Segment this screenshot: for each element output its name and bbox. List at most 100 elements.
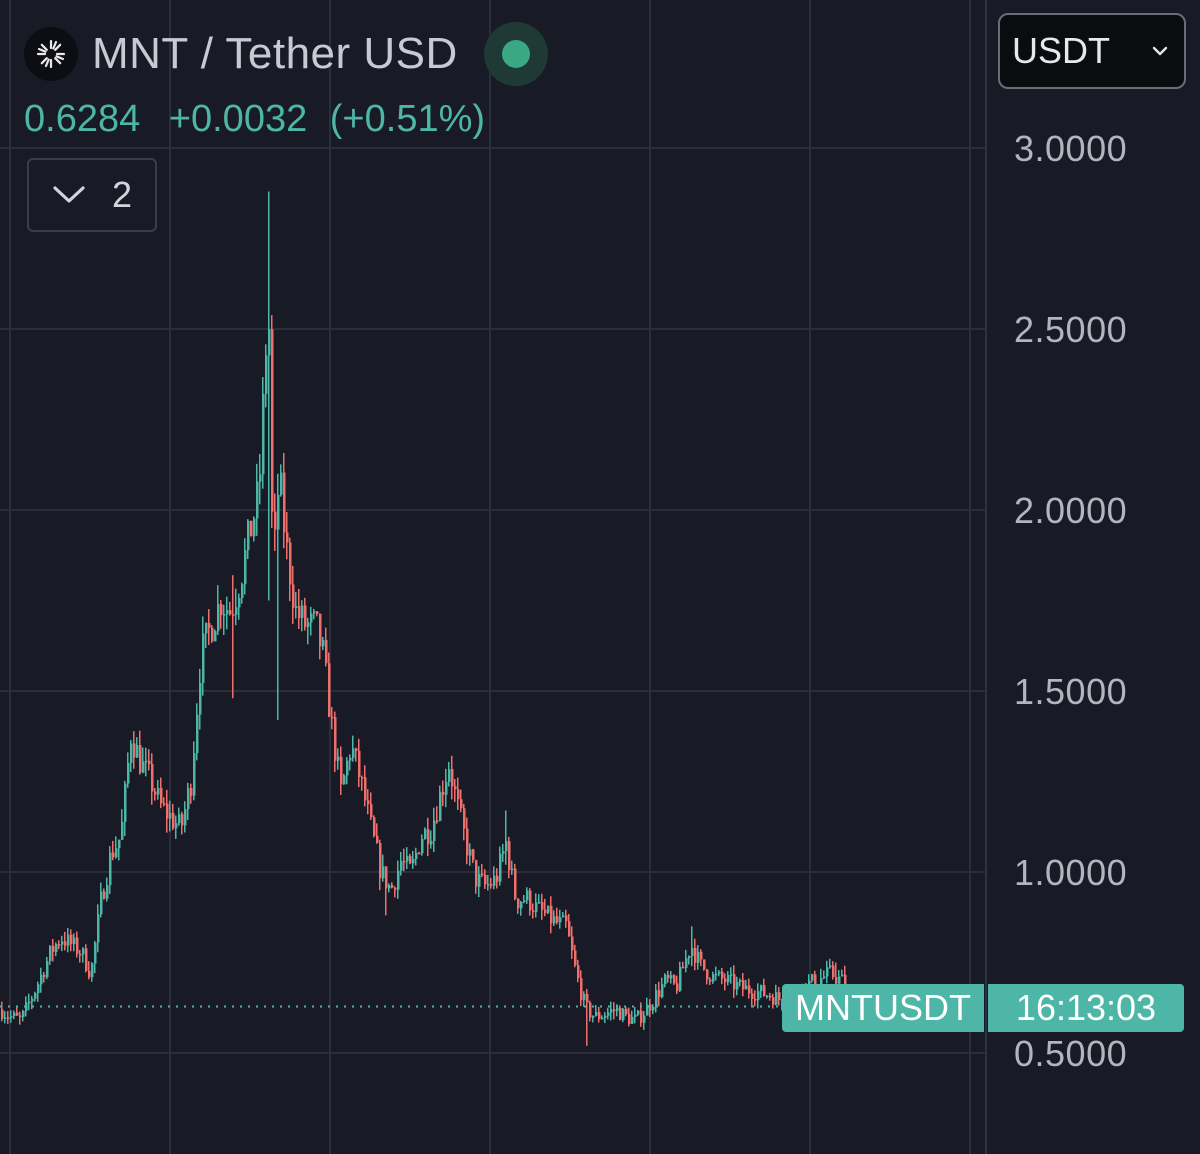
candle-body xyxy=(832,965,835,978)
candle-body xyxy=(160,788,163,804)
candle-body xyxy=(508,841,511,871)
candle-body xyxy=(76,937,79,954)
candle-body xyxy=(298,606,301,618)
candle-body xyxy=(529,890,532,911)
candle-body xyxy=(61,941,64,945)
candle-body xyxy=(88,970,91,978)
candle-body xyxy=(640,1010,643,1023)
candle-body xyxy=(826,967,829,977)
candle-body xyxy=(643,1015,646,1023)
candle-body xyxy=(625,1008,628,1015)
candle-body xyxy=(742,980,745,990)
candle-body xyxy=(577,965,580,979)
candle-body xyxy=(310,613,313,623)
candle-body xyxy=(388,885,391,889)
candle-body xyxy=(556,916,559,923)
currency-select[interactable]: USDT xyxy=(998,13,1186,89)
candle-body xyxy=(454,786,457,790)
candle-body xyxy=(769,995,772,998)
market-open-dot-icon xyxy=(501,40,530,68)
candle-body xyxy=(460,799,463,809)
candle-body xyxy=(79,953,82,956)
candle-body xyxy=(325,640,328,664)
candle-body xyxy=(28,1001,31,1004)
candle-body xyxy=(361,777,364,779)
candle-body xyxy=(772,997,775,1005)
candle-body xyxy=(670,975,673,979)
candle-body xyxy=(262,393,265,475)
candle-body xyxy=(355,748,358,751)
candle-body xyxy=(292,584,295,608)
price-tag-countdown: 16:13:03 xyxy=(988,984,1184,1032)
candle-body xyxy=(835,977,838,984)
candle-body xyxy=(466,828,469,856)
candle-body xyxy=(526,890,529,901)
candle-body xyxy=(676,983,679,991)
candle-body xyxy=(109,852,112,886)
candle-body xyxy=(166,803,169,819)
candle-body xyxy=(457,789,460,800)
candle-body xyxy=(427,829,430,845)
y-axis-label: 1.5000 xyxy=(1014,671,1128,712)
candle-body xyxy=(748,985,751,994)
candle-body xyxy=(202,633,205,683)
currency-select-value: USDT xyxy=(1012,30,1110,71)
candle-body xyxy=(274,511,277,530)
candle-body xyxy=(253,518,256,537)
indicator-count: 2 xyxy=(111,174,133,215)
candle-body xyxy=(472,849,475,861)
candle-body xyxy=(562,915,565,918)
candle-body xyxy=(700,951,703,960)
candle-body xyxy=(775,992,778,1005)
candle-body xyxy=(196,714,199,754)
symbol-title[interactable]: MNT / Tether USD xyxy=(92,29,458,78)
candle-body xyxy=(718,971,721,974)
candle-body xyxy=(190,788,193,796)
candle-body xyxy=(760,985,763,992)
candle-body xyxy=(751,993,754,1000)
candle-body xyxy=(340,756,343,785)
chevron-down-icon xyxy=(53,186,85,203)
candle-body xyxy=(628,1014,631,1024)
candle-body xyxy=(598,1012,601,1019)
candle-body xyxy=(301,605,304,618)
candle-body xyxy=(439,791,442,821)
indicators-toggle-button[interactable]: 2 xyxy=(27,158,157,232)
candle-body xyxy=(412,859,415,864)
candle-body xyxy=(364,777,367,801)
candle-body xyxy=(280,472,283,495)
candle-body xyxy=(727,974,730,983)
candle-body xyxy=(592,1015,595,1018)
candle-body xyxy=(400,860,403,871)
candle-body xyxy=(613,1009,616,1011)
candle-body xyxy=(4,1017,7,1019)
candle-body xyxy=(430,841,433,845)
candle-body xyxy=(106,885,109,899)
candle-body xyxy=(685,958,688,968)
candle-body xyxy=(157,788,160,795)
candle-body xyxy=(622,1008,625,1021)
candle-body xyxy=(553,916,556,924)
candle-body xyxy=(445,781,448,795)
candle-body xyxy=(250,520,253,537)
candle-body xyxy=(373,817,376,836)
candle-body xyxy=(136,745,139,758)
candle-body xyxy=(289,542,292,585)
candle-body xyxy=(814,974,817,988)
candle-body xyxy=(583,993,586,1001)
candle-body xyxy=(649,1004,652,1011)
candle-body xyxy=(736,981,739,990)
candle-body xyxy=(142,761,145,773)
candle-body xyxy=(295,606,298,608)
candle-body xyxy=(811,974,814,981)
candle-body xyxy=(703,959,706,970)
candle-body xyxy=(307,622,310,627)
candle-body xyxy=(313,611,316,614)
candle-body xyxy=(97,914,100,943)
candle-body xyxy=(559,917,562,923)
candle-body xyxy=(268,329,271,356)
candle-body xyxy=(571,936,574,951)
candle-body xyxy=(517,898,520,909)
candle-body xyxy=(271,329,274,512)
